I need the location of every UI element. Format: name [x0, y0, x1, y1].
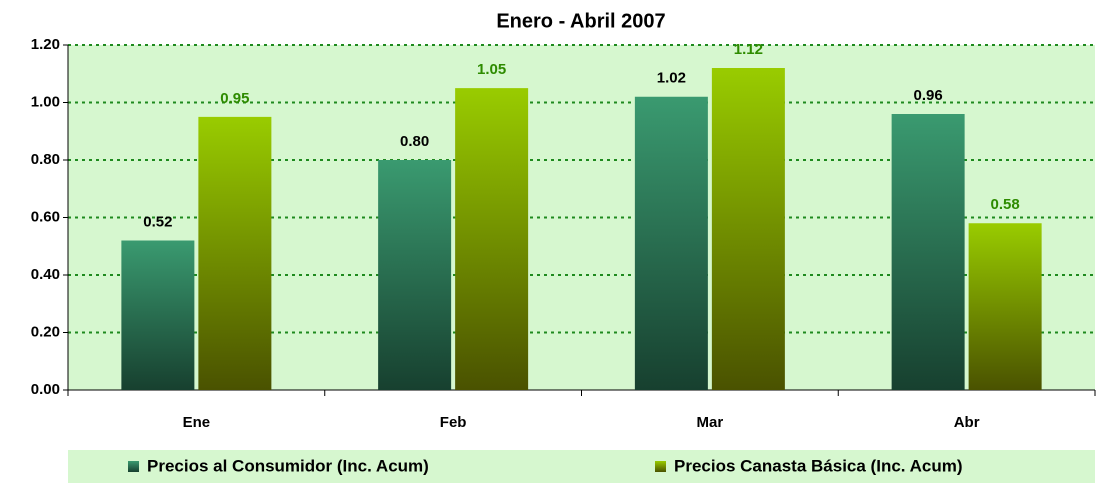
bar [198, 116, 272, 390]
y-tick-label: 0.80 [31, 151, 60, 168]
y-tick-label: 1.20 [31, 36, 60, 53]
data-label: 1.12 [734, 41, 763, 58]
y-tick-label: 0.20 [31, 323, 60, 340]
legend-label: Precios Canasta Básica (Inc. Acum) [674, 456, 963, 475]
x-tick-label: Abr [954, 414, 980, 431]
x-tick-label: Mar [697, 414, 724, 431]
y-tick-label: 0.60 [31, 208, 60, 225]
data-label: 1.02 [657, 70, 686, 87]
y-tick-label: 1.00 [31, 93, 60, 110]
y-tick-label: 0.00 [31, 381, 60, 398]
x-tick-label: Feb [440, 414, 467, 431]
data-label: 0.58 [991, 196, 1020, 213]
legend-marker [655, 461, 666, 472]
bar [891, 114, 965, 390]
bar [711, 68, 785, 390]
bar [968, 223, 1042, 390]
bar [634, 96, 708, 390]
chart-title: Enero - Abril 2007 [496, 10, 665, 32]
bar [121, 240, 195, 390]
x-tick-label: Ene [183, 414, 211, 431]
data-label: 1.05 [477, 61, 506, 78]
data-label: 0.96 [914, 87, 943, 104]
data-label: 0.80 [400, 133, 429, 150]
bar [455, 88, 529, 390]
data-label: 0.95 [220, 90, 249, 107]
legend-label: Precios al Consumidor (Inc. Acum) [147, 456, 429, 475]
y-tick-label: 0.40 [31, 266, 60, 283]
data-label: 0.52 [143, 213, 172, 230]
bar [378, 160, 452, 390]
legend-marker [128, 461, 139, 472]
legend-background [68, 450, 1095, 483]
